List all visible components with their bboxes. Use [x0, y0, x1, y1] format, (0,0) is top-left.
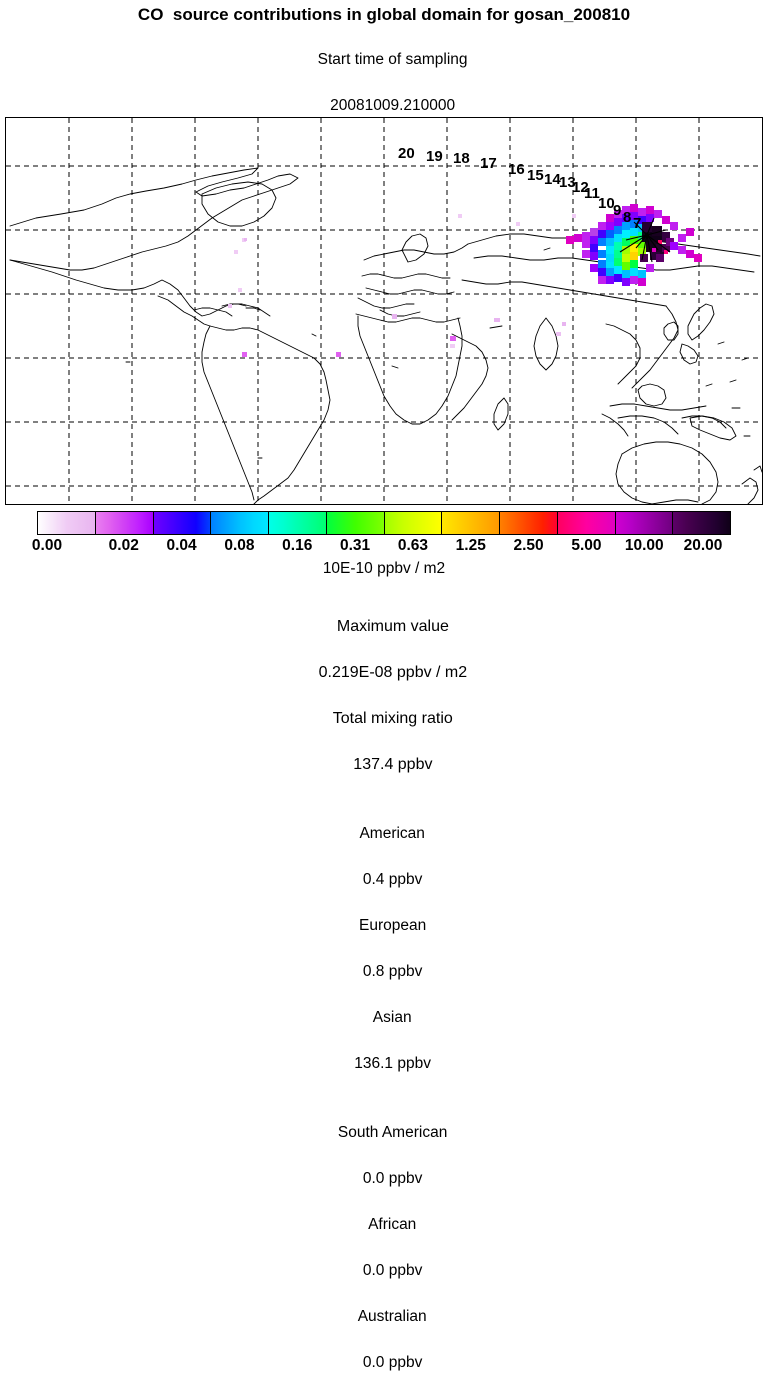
colorbar-tick-3: 0.08 [224, 537, 255, 554]
colorbar-segment-11 [673, 512, 730, 534]
region-value-australian: 0.0 ppbv [362, 1354, 423, 1371]
stats-row-south: South American 0.0 ppbv African 0.0 ppbv… [0, 1098, 768, 1397]
trajectory-hour-label-14: 14 [544, 171, 561, 188]
colorbar-gradient [37, 511, 731, 535]
max-value: 0.219E-08 ppbv / m2 [318, 664, 468, 681]
start-time-value: 20081009.210000 [330, 97, 456, 114]
colorbar-tick-11: 20.00 [683, 537, 723, 554]
region-name-australian: Australian [357, 1308, 427, 1325]
region-value-african: 0.0 ppbv [362, 1262, 423, 1279]
colorbar-segment-10 [615, 512, 674, 534]
region-name-south-american: South American [337, 1124, 448, 1141]
colorbar-segment-5 [326, 512, 385, 534]
trajectory-hour-label-19: 19 [426, 148, 443, 165]
region-name-african: African [368, 1216, 417, 1233]
total-mixing-ratio-value: 137.4 ppbv [353, 756, 433, 773]
colorbar-unit-label: 10E-10 ppbv / m2 [322, 560, 446, 577]
region-value-european: 0.8 ppbv [362, 963, 423, 980]
colorbar-segment-1 [95, 512, 154, 534]
region-value-american: 0.4 ppbv [362, 871, 423, 888]
max-value-label: Maximum value [336, 618, 449, 635]
colorbar-tick-1: 0.02 [108, 537, 139, 554]
colorbar-tick-10: 10.00 [624, 537, 664, 554]
colorbar-segment-8 [500, 512, 558, 534]
trajectory-hour-label-11: 11 [584, 185, 600, 202]
trajectory-hour-label-16: 16 [508, 161, 525, 178]
colorbar-tick-6: 0.63 [397, 537, 428, 554]
map-graticule [6, 118, 762, 504]
trajectory-hour-label-9: 9 [613, 202, 622, 219]
colorbar-segment-2 [153, 512, 212, 534]
trajectory-hour-label-20: 20 [398, 145, 415, 162]
region-name-asian: Asian [372, 1009, 412, 1026]
colorbar-segment-0 [38, 512, 96, 534]
colorbar-tick-8: 2.50 [513, 537, 544, 554]
colorbar-tick-7: 1.25 [455, 537, 486, 554]
trajectory-overlay [619, 217, 671, 263]
colorbar-tick-2: 0.04 [166, 537, 197, 554]
start-time-label: Start time of sampling [317, 51, 468, 68]
colorbar-segment-9 [557, 512, 616, 534]
colorbar-tick-0: 0.00 [31, 537, 63, 554]
map-canvas: 20 19 18 17 16 15 14 13 12 11 10 9 8 7 [6, 118, 762, 504]
map-panel: 20 19 18 17 16 15 14 13 12 11 10 9 8 7 [5, 117, 763, 505]
total-mixing-ratio-label: Total mixing ratio [332, 710, 453, 727]
trajectory-hour-label-13: 13 [559, 174, 576, 191]
region-value-south-american: 0.0 ppbv [362, 1170, 423, 1187]
colorbar-segment-4 [269, 512, 327, 534]
colorbar-segment-6 [384, 512, 443, 534]
colorbar-block: 0.00 0.02 0.04 0.08 0.16 0.31 0.63 1.25 2.50 5.00… [0, 511, 768, 578]
trajectory-hour-label-10: 10 [598, 195, 615, 212]
region-name-european: European [359, 917, 427, 934]
colorbar-tick-4: 0.16 [282, 537, 313, 554]
colorbar-tick-9: 5.00 [571, 537, 602, 554]
trajectory-hour-label-7: 7 [633, 215, 642, 232]
region-name-american: American [359, 825, 425, 842]
colorbar-segment-7 [442, 512, 500, 534]
world-coastlines [9, 167, 762, 504]
region-value-asian: 136.1 ppbv [354, 1055, 431, 1072]
trajectory-hour-label-18: 18 [453, 150, 470, 167]
trajectory-hour-label-17: 17 [480, 155, 497, 172]
colorbar-tick-5: 0.31 [339, 537, 371, 554]
colorbar-tick-labels: 0.00 0.02 0.04 0.08 0.16 0.31 0.63 1.25 2.50 5.00… [0, 536, 768, 558]
colorbar-segment-3 [211, 512, 269, 534]
trajectory-hour-label-12: 12 [572, 179, 589, 196]
concentration-plume [228, 204, 702, 357]
trajectory-hour-label-8: 8 [623, 209, 632, 226]
stats-row-north: American 0.4 ppbv European 0.8 ppbv Asia… [0, 799, 768, 1098]
statistics-block: Maximum value 0.219E-08 ppbv / m2 Total … [0, 592, 768, 1397]
trajectory-hour-label-15: 15 [527, 167, 544, 184]
page-title: CO source contributions in global domain… [137, 5, 631, 24]
release-point-marker [645, 233, 649, 237]
